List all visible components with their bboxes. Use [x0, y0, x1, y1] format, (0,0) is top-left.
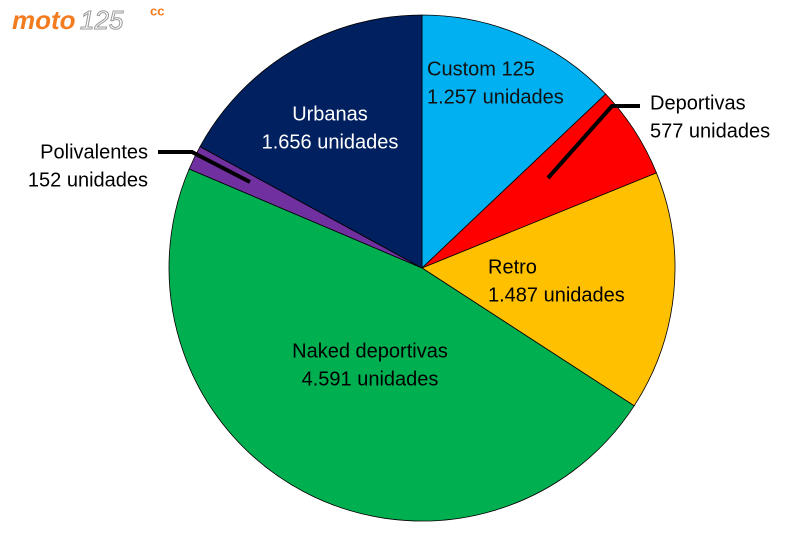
- slice-label: Naked deportivas: [292, 340, 448, 362]
- pie-slice: [199, 14, 423, 269]
- logo-number: 125: [80, 5, 124, 35]
- slice-label: Retro: [488, 256, 537, 278]
- value-label: 577 unidades: [650, 120, 770, 142]
- leader-line: [546, 104, 640, 180]
- value-label: 1.487 unidades: [488, 284, 625, 306]
- pie-slice: [168, 168, 635, 522]
- value-label: 152 unidades: [28, 169, 148, 191]
- pie-slice: [421, 14, 607, 269]
- value-label: 4.591 unidades: [302, 368, 439, 390]
- logo-suffix: cc: [150, 3, 164, 18]
- slice-label: Urbanas: [292, 103, 368, 125]
- slice-label: Deportivas: [650, 92, 746, 114]
- slice-label: Custom 125: [427, 58, 535, 80]
- logo-text: moto: [12, 5, 76, 35]
- leader-line: [158, 150, 251, 184]
- slice-label: Polivalentes: [40, 141, 148, 163]
- value-label: 1.656 unidades: [262, 131, 399, 153]
- logo: moto 125 cc: [12, 3, 164, 35]
- pie-slice: [421, 172, 676, 407]
- value-label: 1.257 unidades: [427, 86, 564, 108]
